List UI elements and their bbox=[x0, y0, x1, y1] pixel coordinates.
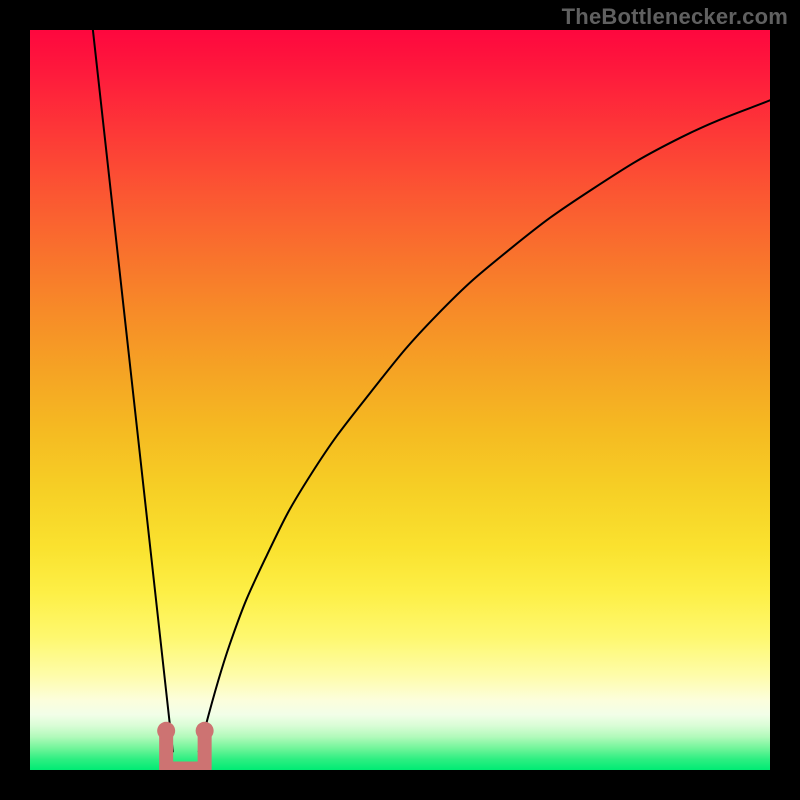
plot-background bbox=[30, 30, 770, 770]
watermark-text: TheBottlenecker.com bbox=[562, 4, 788, 30]
dip-marker-tip bbox=[157, 722, 175, 740]
dip-marker-tip bbox=[196, 722, 214, 740]
chart-container: TheBottlenecker.com bbox=[0, 0, 800, 800]
bottleneck-curve-chart bbox=[0, 0, 800, 800]
